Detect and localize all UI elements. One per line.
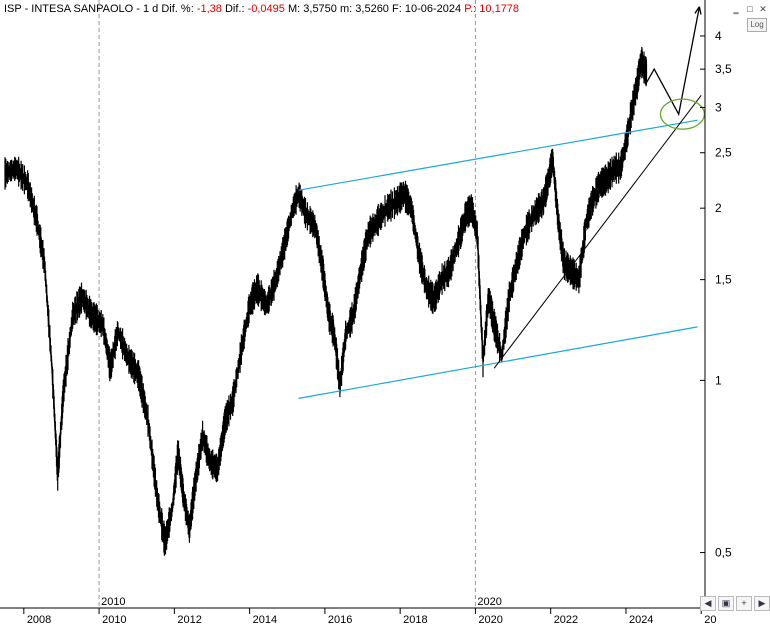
y-tick-label: 3 [715,100,722,114]
diff-pct-value: -1,38 [196,3,222,15]
projection-path [642,6,701,117]
log-scale-button[interactable]: Log [747,18,767,32]
x-tick-label: 2022 [554,614,578,626]
target-ellipse [659,98,706,130]
price-label: P.: [464,3,477,15]
x-tick-label: 2018 [403,614,427,626]
x-tick-label: 2010 [102,614,126,626]
y-tick-label: 2 [715,201,722,215]
scroll-right-button[interactable]: ▶ [754,596,770,611]
save-icon[interactable]: ▣ [718,596,734,611]
min-label: m: [339,3,353,15]
y-tick-label: 1 [715,373,722,387]
y-tick-label: 0,5 [715,546,732,560]
close-icon[interactable]: ✕ [759,4,767,14]
y-tick-label: 3,5 [715,62,732,76]
y-tick-label: 4 [715,29,722,43]
channel-upper-line [298,119,698,191]
min-value: 3,5260 [355,3,389,15]
diff-label: Dif.: [224,3,245,15]
year-marker-label: 2020 [477,596,501,608]
diff-pct-label: Dif. %: [161,3,194,15]
period-label: 1 d [143,3,159,15]
year-marker-label: 2010 [101,596,125,608]
y-tick-label: 1,5 [715,273,732,287]
symbol-name: ISP - INTESA SANPAOLO [4,3,134,15]
x-tick-label: 2016 [328,614,352,626]
x-tick-label: 2020 [478,614,502,626]
max-value: 3,5750 [303,3,337,15]
x-tick-label: 2014 [253,614,277,626]
date-value: 10-06-2024 [404,3,462,15]
price-line [4,58,648,543]
diff-value: -0,0495 [247,3,285,15]
minimize-icon[interactable]: ‗ [733,4,739,14]
crosshair-icon[interactable]: + [736,596,752,611]
max-label: M: [287,3,301,15]
projection-arrowhead [694,6,702,15]
maximize-icon[interactable]: □ [747,4,753,14]
chart-header: ISP - INTESA SANPAOLO - 1 d Dif. %: -1,3… [4,3,520,15]
x-tick-label: 2008 [27,614,51,626]
date-label: F: [392,3,402,15]
y-tick-label: 2,5 [715,146,732,160]
x-tick-label: 2012 [177,614,201,626]
price-value: 10,1778 [479,3,520,15]
scroll-left-button[interactable]: ◀ [700,596,716,611]
support-trendline [493,94,702,369]
x-tick-label: 20 [704,614,716,626]
x-tick-label: 2024 [629,614,653,626]
